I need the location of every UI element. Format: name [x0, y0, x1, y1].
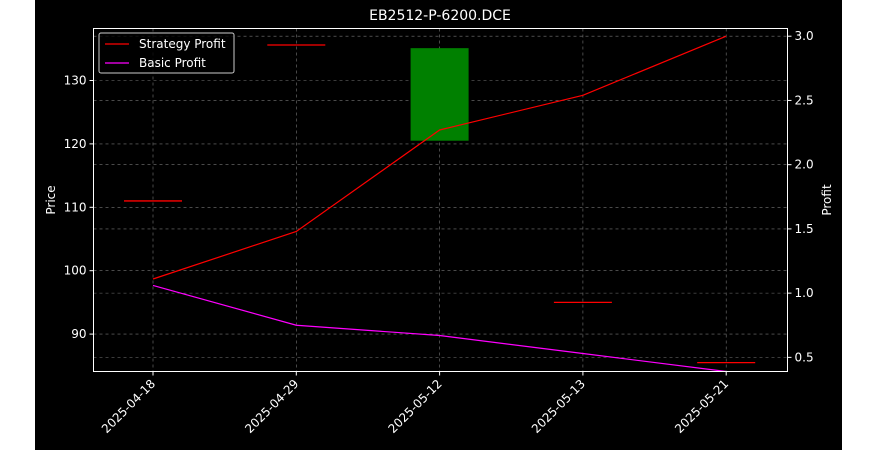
left-tick-label: 130 [64, 73, 87, 87]
chart-svg: EB2512-P-6200.DCE 2025-04-18 2025-04-29 20… [44, 8, 834, 436]
series-line-basic-profit [152, 284, 727, 373]
legend-label-basic-profit: Basic Profit [139, 56, 206, 70]
candle-2025-05-12 [410, 48, 469, 141]
right-tick-label: 1.5 [795, 222, 814, 236]
chart-title: EB2512-P-6200.DCE [369, 8, 511, 24]
x-tick-label: 2025-05-12 [386, 377, 445, 436]
left-tick-label: 110 [64, 200, 87, 214]
right-tick-label: 3.0 [795, 29, 814, 43]
right-tick-label: 2.0 [795, 158, 814, 172]
right-axis-ticks: 0.5 1.0 1.5 2.0 2.5 3.0 [787, 29, 814, 364]
left-tick-label: 120 [64, 137, 87, 151]
right-axis-label: Profit [820, 184, 834, 216]
right-tick-label: 2.5 [795, 93, 814, 107]
right-tick-label: 0.5 [795, 350, 814, 364]
x-tick-label: 2025-04-29 [242, 377, 301, 436]
left-tick-label: 90 [71, 327, 86, 341]
legend-box [98, 32, 235, 74]
x-tick-label: 2025-05-21 [672, 377, 731, 436]
left-axis-label: Price [44, 185, 58, 214]
x-tick-label: 2025-05-13 [529, 377, 588, 436]
left-axis-ticks: 90 100 110 120 130 [64, 73, 94, 341]
chart-figure: EB2512-P-6200.DCE 2025-04-18 2025-04-29 20… [35, 0, 842, 450]
x-tick-label: 2025-04-18 [99, 377, 158, 436]
grid-lines [93, 28, 788, 372]
left-tick-label: 100 [64, 264, 87, 278]
legend-label-strategy-profit: Strategy Profit [139, 37, 226, 51]
legend: Strategy Profit Basic Profit [98, 32, 235, 74]
profit-lines [152, 35, 727, 373]
x-axis-ticks: 2025-04-18 2025-04-29 2025-05-12 2025-05-13… [99, 371, 731, 436]
right-tick-label: 1.0 [795, 286, 814, 300]
series-line-strategy-profit [152, 35, 727, 280]
plot-frame [93, 28, 788, 372]
